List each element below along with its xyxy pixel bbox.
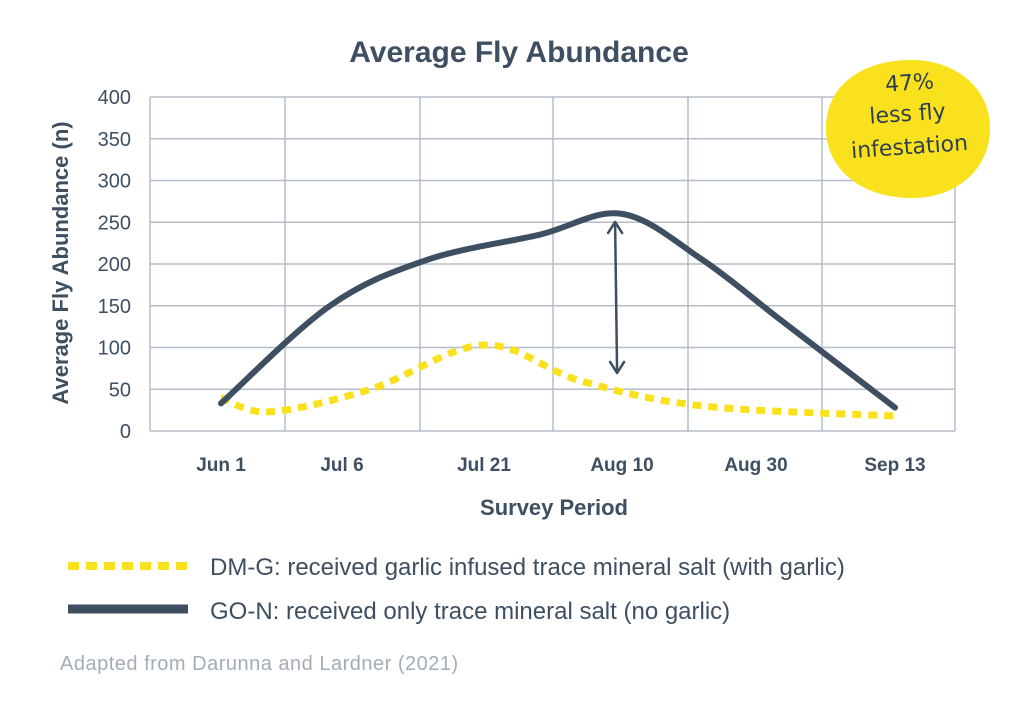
legend-label-gon: GO-N: received only trace mineral salt (… bbox=[210, 598, 730, 625]
y-tick-label: 50 bbox=[109, 379, 131, 401]
x-tick-label: Jun 1 bbox=[196, 455, 246, 476]
x-axis-title: Survey Period bbox=[480, 495, 628, 520]
series-line-dmg bbox=[219, 341, 896, 420]
arrow-head-bottom bbox=[608, 360, 626, 375]
y-tick-label: 250 bbox=[98, 212, 131, 234]
y-axis-ticks: 0 50 100 150 200 250 300 350 400 bbox=[98, 87, 131, 443]
x-axis-ticks: Jun 1 Jul 6 Jul 21 Aug 10 Aug 30 Sep 13 bbox=[196, 455, 925, 476]
chart-title: Average Fly Abundance bbox=[349, 36, 689, 69]
y-tick-label: 300 bbox=[98, 171, 131, 193]
source-note: Adapted from Darunna and Lardner (2021) bbox=[60, 653, 459, 675]
x-tick-label: Sep 13 bbox=[864, 455, 925, 476]
difference-arrow bbox=[606, 220, 626, 375]
y-tick-label: 350 bbox=[98, 129, 131, 151]
badge-line-2: less fly bbox=[869, 99, 947, 129]
arrow-head-top bbox=[606, 220, 624, 235]
y-tick-label: 0 bbox=[120, 421, 131, 443]
badge-blob bbox=[826, 59, 990, 199]
series-line-gon bbox=[218, 210, 898, 411]
annotation-badge: 47% less fly infestation bbox=[826, 59, 990, 199]
x-tick-label: Aug 30 bbox=[724, 455, 787, 476]
y-tick-label: 150 bbox=[98, 296, 131, 318]
arrow-shaft bbox=[613, 221, 619, 373]
legend-label-dmg: DM-G: received garlic infused trace mine… bbox=[210, 554, 845, 581]
x-tick-label: Jul 6 bbox=[320, 455, 363, 476]
y-tick-label: 100 bbox=[98, 338, 131, 360]
badge-line-1: 47% bbox=[884, 69, 935, 97]
y-tick-label: 400 bbox=[98, 87, 131, 109]
x-tick-label: Aug 10 bbox=[590, 455, 653, 476]
y-axis-title: Average Fly Abundance (n) bbox=[48, 121, 73, 404]
x-tick-label: Jul 21 bbox=[457, 455, 511, 476]
y-tick-label: 200 bbox=[98, 254, 131, 276]
series-lines bbox=[218, 210, 898, 420]
legend: DM-G: received garlic infused trace mine… bbox=[68, 554, 845, 625]
